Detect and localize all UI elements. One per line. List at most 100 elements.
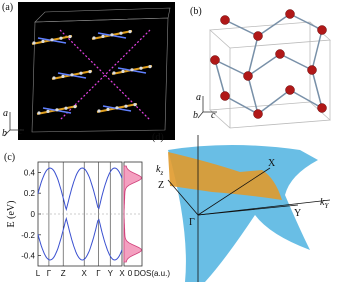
atom (32, 41, 36, 45)
panel-label: (a) (2, 2, 13, 13)
point-label: Y (294, 208, 301, 219)
panel-label: (d) (152, 132, 164, 143)
point-label: Γ (189, 217, 195, 228)
axis-label: b (2, 128, 7, 139)
x-tick-label: X (82, 269, 88, 278)
x-tick-label: X (119, 269, 125, 278)
atom (106, 107, 110, 111)
axis-label: a (3, 108, 8, 119)
atom (112, 71, 116, 75)
atom (285, 85, 295, 95)
atom (317, 25, 327, 35)
bond (247, 53, 281, 77)
bond (257, 13, 291, 37)
bond (224, 19, 259, 37)
y-tick-label: -0.4 (21, 252, 35, 261)
y-tick-label: 0.2 (24, 189, 36, 198)
bond (311, 29, 323, 71)
atom (115, 106, 119, 110)
atom (220, 15, 230, 25)
bond (289, 13, 323, 31)
k: k (320, 197, 325, 208)
atom (275, 49, 285, 59)
atom (46, 109, 50, 113)
bond (214, 59, 226, 97)
point-label: Z (158, 180, 164, 191)
crystal-background (18, 2, 175, 140)
panel-label: (b) (190, 6, 202, 17)
atom (79, 71, 83, 75)
panel-label: (c) (4, 152, 15, 163)
dashed-lines (59, 29, 151, 121)
x-tick-label: Y (108, 269, 114, 278)
atoms (210, 9, 327, 119)
dos-label: DOS(a.u.) (134, 269, 170, 278)
atom (59, 36, 63, 40)
panel-d: (d) kz Z X Γ Y kY (152, 132, 331, 282)
dos (123, 165, 142, 215)
y-tick-label: 0 (31, 210, 36, 219)
atom (243, 71, 253, 81)
bond (247, 35, 259, 77)
atom (148, 65, 152, 69)
band (37, 167, 123, 212)
atom (307, 65, 317, 75)
atom (253, 109, 263, 119)
axis-arrows (197, 96, 217, 119)
y-tick-label: 0.4 (24, 168, 36, 177)
sub: Y (324, 202, 329, 210)
atom (220, 91, 230, 101)
atom (73, 105, 77, 109)
atom (61, 74, 65, 78)
atom (52, 76, 56, 80)
atom (64, 106, 68, 110)
unit-cell (31, 7, 171, 133)
atom (133, 103, 137, 107)
bond (279, 53, 313, 71)
dos (123, 213, 142, 263)
axis-label: c (211, 110, 216, 121)
k: k (156, 164, 161, 175)
atom (317, 103, 327, 113)
axis-label: a (196, 92, 201, 103)
x-tick-label: Z (61, 269, 66, 278)
atom (121, 69, 125, 73)
kz-label: kz (156, 164, 163, 177)
panel-a: (a) a b c (2, 2, 175, 140)
sub: z (159, 169, 163, 177)
bond (311, 69, 323, 109)
x-tick-label: L (36, 269, 41, 278)
atom (139, 66, 143, 70)
atom (88, 70, 92, 74)
atom (70, 73, 74, 77)
atom (68, 35, 72, 39)
axis-label: c (18, 126, 23, 137)
atom (92, 36, 96, 40)
bond (289, 89, 323, 109)
atom (130, 68, 134, 72)
atom (37, 111, 41, 115)
atom (210, 55, 220, 65)
axis-label: b (193, 110, 198, 121)
y-tick-label: -0.2 (21, 231, 35, 240)
x-tick-label: Γ (47, 269, 52, 278)
atom (110, 33, 114, 37)
atom (285, 9, 295, 19)
panel-c: (c) E (eV) 0 DOS(a.u.) 0.40.20-0.2-0.4L Γ… (4, 152, 170, 278)
x-tick-label: Γ (96, 269, 101, 278)
atom (97, 109, 101, 113)
atom (253, 31, 263, 41)
bond (224, 95, 259, 115)
y-axis-label: E (eV) (6, 201, 17, 228)
axis-arrows (3, 112, 24, 137)
ky-label: kY (320, 197, 329, 210)
atom (119, 31, 123, 35)
panel-b: (b) a b c (190, 6, 331, 129)
k-axes (167, 135, 331, 282)
atom (41, 39, 45, 44)
atom (128, 30, 132, 34)
bond (214, 59, 249, 77)
band (37, 216, 123, 261)
bond (257, 89, 291, 115)
